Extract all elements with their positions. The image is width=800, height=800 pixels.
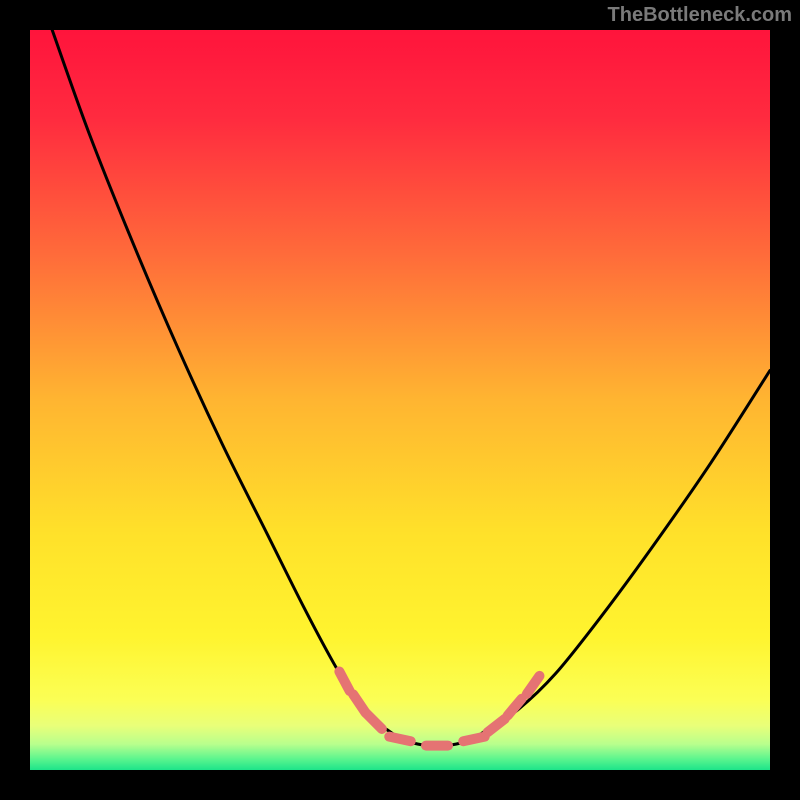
chart-frame: TheBottleneck.com: [0, 0, 800, 800]
bottleneck-chart: [0, 0, 800, 800]
marker-3: [389, 737, 411, 742]
plot-gradient: [30, 30, 770, 770]
marker-5: [463, 737, 485, 742]
